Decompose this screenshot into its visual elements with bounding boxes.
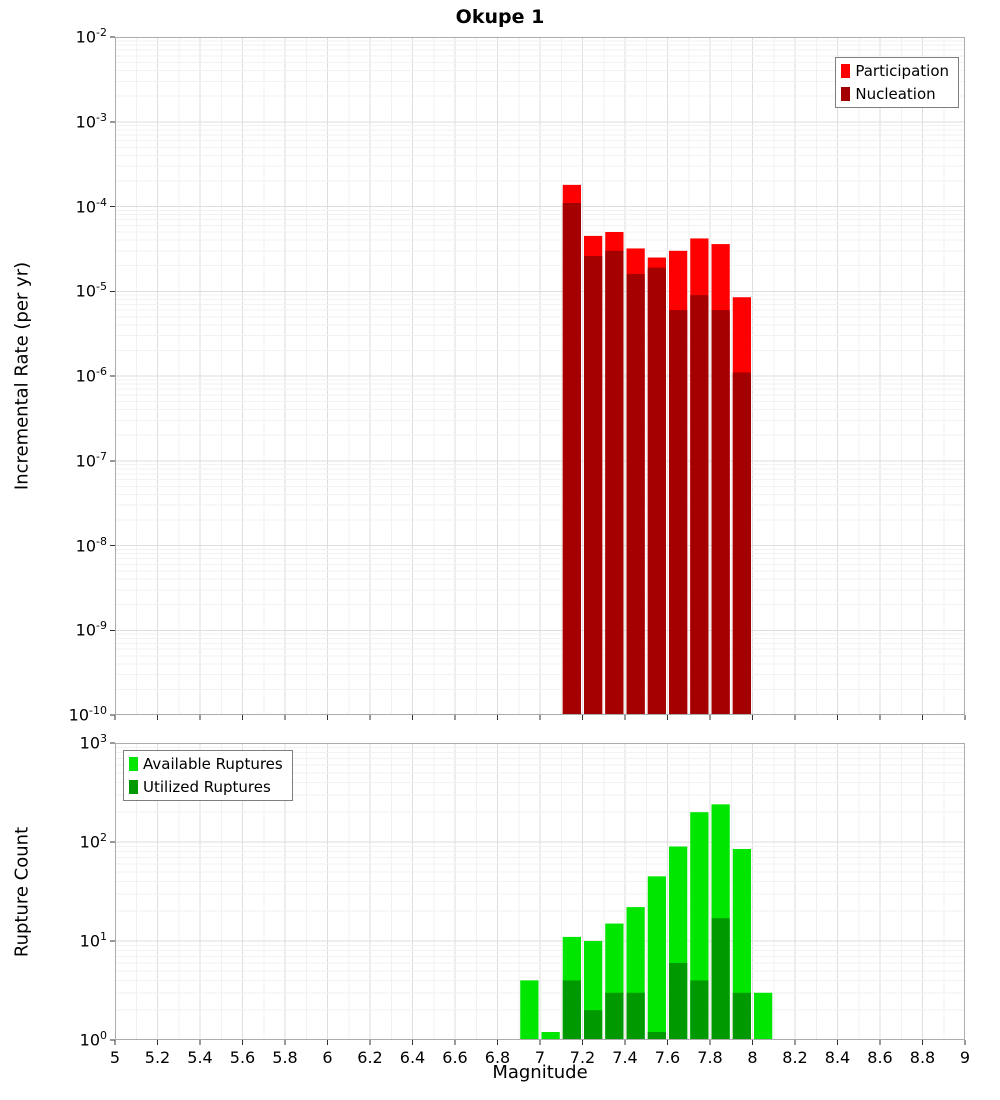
y-tick-label: 100 [79,1029,107,1050]
utilized-ruptures-bar [584,1010,603,1040]
legend-label: Utilized Ruptures [143,778,271,796]
y-tick-label: 102 [79,831,107,852]
y-tick-label: 10-9 [75,619,107,640]
x-tick-label: 7.8 [697,1048,723,1067]
x-tick-label: 8.4 [824,1048,851,1067]
x-tick-label: 8.2 [782,1048,808,1067]
chart-title: Okupe 1 [455,6,545,28]
legend-entry: Nucleation [841,85,949,103]
y-tick-label: 10-4 [75,195,107,216]
x-tick-label: 6.2 [357,1048,383,1067]
nucleation-swatch-icon [841,87,851,101]
nucleation-bar [584,256,603,715]
utilized-ruptures-bar [732,992,751,1040]
x-tick-label: 7 [534,1048,546,1067]
nucleation-bar [690,295,709,715]
nucleation-bar [562,202,581,716]
y-tick-label: 10-2 [75,26,107,47]
x-tick-label: 5 [109,1048,121,1067]
utilized-ruptures-bar [711,918,730,1040]
x-tick-label: 5.2 [144,1048,171,1067]
nucleation-bar [669,310,688,715]
legend-label: Available Ruptures [143,755,283,773]
y-tick-label: 10-6 [75,365,107,386]
count-legend: Available Ruptures Utilized Ruptures [123,750,293,801]
x-tick-label: 8 [747,1048,758,1067]
nucleation-bar [711,310,730,715]
rate-y-axis-label: Incremental Rate (per yr) [11,261,33,491]
x-tick-label: 5.6 [229,1048,256,1067]
plot-border [115,37,965,715]
x-tick-label: 5.8 [272,1048,298,1067]
legend-entry: Utilized Ruptures [129,778,283,796]
x-tick-label: 8.8 [909,1048,936,1067]
available-ruptures-bar [754,992,773,1040]
y-tick-label: 103 [79,732,107,753]
x-axis-label: Magnitude [492,1062,588,1083]
participation-swatch-icon [841,64,851,78]
legend-entry: Participation [841,62,949,80]
x-tick-label: 6 [322,1048,333,1067]
plot-canvas [110,742,966,1045]
utilized-ruptures-bar [669,962,688,1040]
plot-border [115,743,965,1040]
legend-label: Nucleation [855,85,936,103]
y-tick-label: 10-5 [75,280,107,301]
incremental-rate-plot: Participation Nucleation 10-2 10-3 10-4 10-5… [69,26,966,724]
x-tick-label: 9 [959,1048,971,1067]
y-tick-label: 101 [79,930,107,951]
x-tick-label: 6.8 [484,1048,511,1067]
x-tick-label: 5.4 [187,1048,213,1067]
rupture-count-plot: Available Ruptures Utilized Ruptures 100 1… [80,732,970,1067]
x-tick-label: 8.6 [867,1048,893,1067]
legend-entry: Available Ruptures [129,755,283,773]
utilized-ruptures-bar [647,1032,666,1040]
rate-legend: Participation Nucleation [835,57,959,108]
x-tick-label: 7.2 [569,1048,596,1067]
nucleation-bar [732,372,751,715]
nucleation-bar [605,250,624,716]
count-y-axis-label: Rupture Count [11,826,33,958]
available-ruptures-bar [541,1032,560,1040]
utilized-ruptures-swatch-icon [129,780,138,794]
plot-canvas [110,36,966,720]
nucleation-bar [647,267,666,715]
x-tick-label: 7.4 [612,1048,638,1067]
legend-label: Participation [855,62,949,80]
x-tick-label: 7.6 [654,1048,681,1067]
available-ruptures-bar [520,980,539,1040]
nucleation-bar [626,273,645,715]
x-tick-label: 6.4 [399,1048,426,1067]
utilized-ruptures-bar [690,980,709,1040]
available-ruptures-bar [732,848,751,1040]
utilized-ruptures-bar [605,992,624,1040]
available-ruptures-swatch-icon [129,757,138,771]
y-tick-label: 10-8 [75,534,107,555]
x-tick-label: 6.6 [442,1048,468,1067]
y-tick-label: 10-7 [75,449,107,471]
y-tick-label: 10-10 [68,704,107,725]
utilized-ruptures-bar [626,992,645,1040]
utilized-ruptures-bar [562,980,581,1040]
available-ruptures-bar [647,876,666,1040]
y-tick-label: 10-3 [75,110,107,132]
